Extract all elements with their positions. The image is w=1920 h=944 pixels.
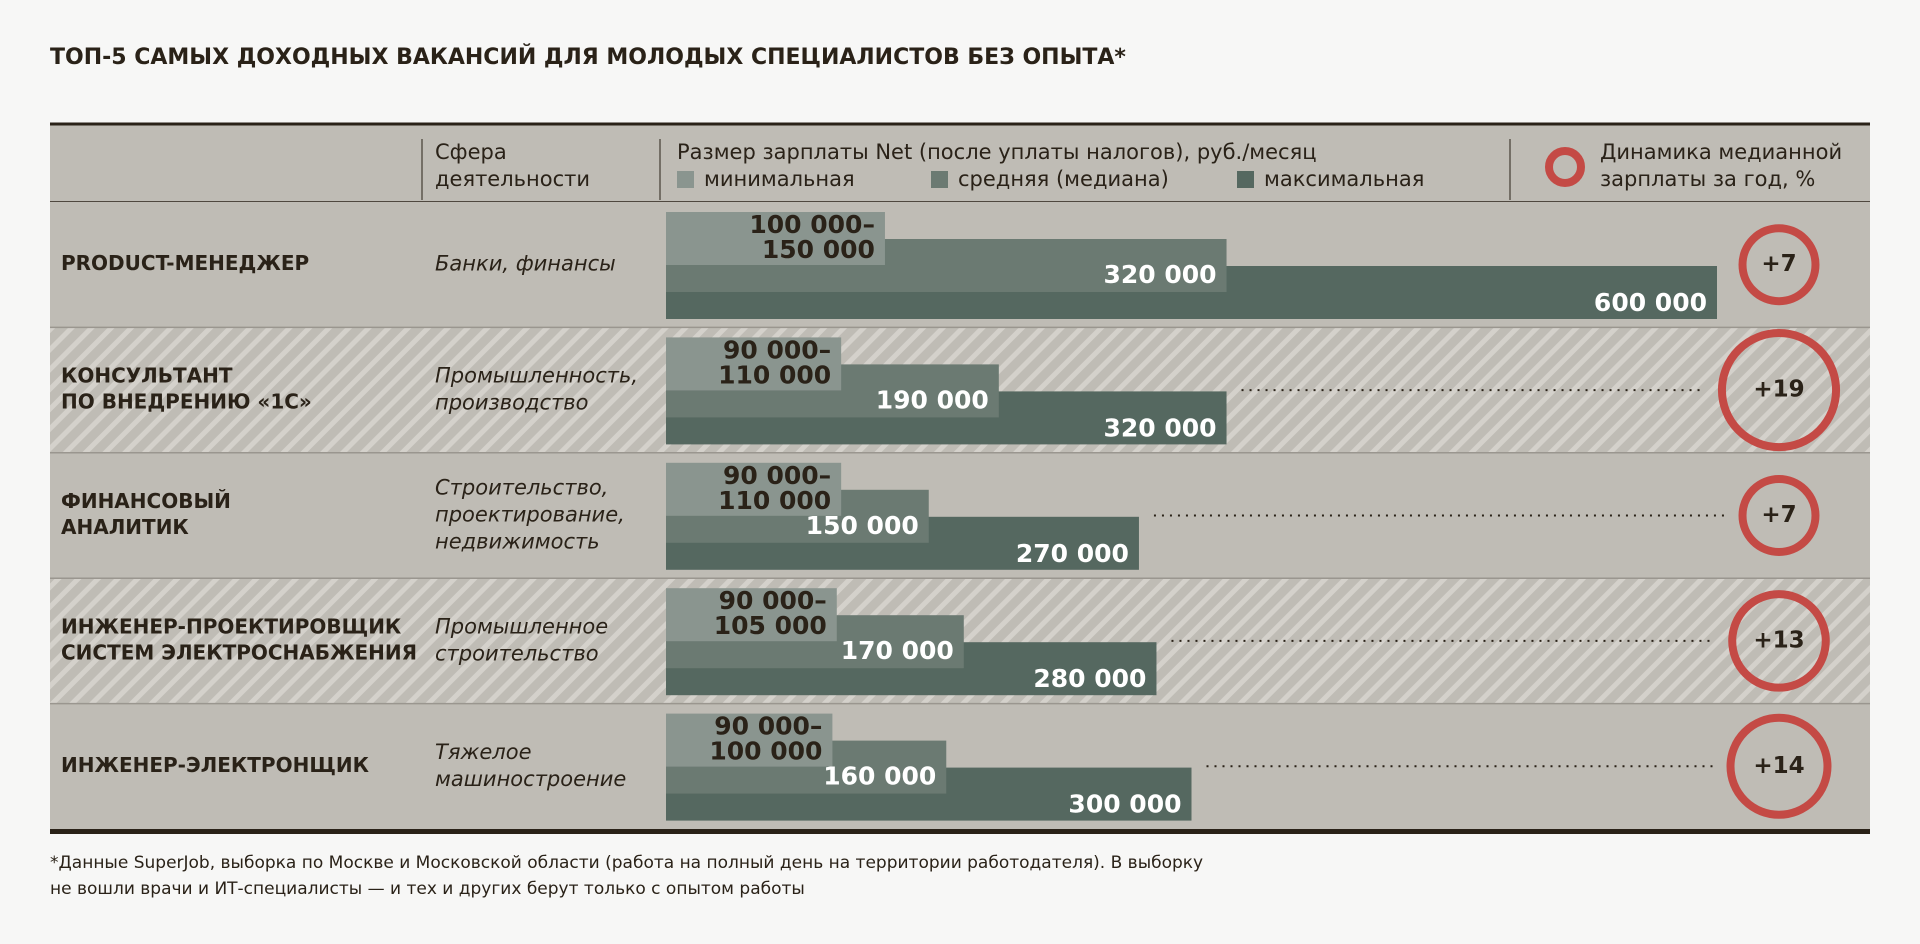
legend-min: минимальная xyxy=(704,167,855,191)
footnote: *Данные SuperJob, выборка по Москве и Мо… xyxy=(50,853,1203,873)
job-title: ИНЖЕНЕР-ПРОЕКТИРОВЩИК xyxy=(61,614,402,638)
sphere: строительство xyxy=(435,641,599,665)
sphere: машиностроение xyxy=(435,767,626,791)
label-max: 300 000 xyxy=(1068,790,1181,819)
job-title: АНАЛИТИК xyxy=(61,515,189,539)
change-circle xyxy=(1738,224,1820,306)
legend-swatch-min xyxy=(677,171,694,188)
job-title: ИНЖЕНЕР-ЭЛЕКТРОНЩИК xyxy=(61,753,370,777)
sphere: Промышленное xyxy=(435,614,608,638)
title: ТОП-5 САМЫХ ДОХОДНЫХ ВАКАНСИЙ ДЛЯ МОЛОДЫ… xyxy=(50,44,1126,70)
label-median: 150 000 xyxy=(806,511,919,540)
header-bg xyxy=(50,124,1870,202)
change-label: +7 xyxy=(1761,251,1796,277)
label-min: 100 000– xyxy=(749,210,875,239)
bar-min xyxy=(666,462,842,516)
label-median: 160 000 xyxy=(823,762,936,791)
job-title: КОНСУЛЬТАНТ xyxy=(61,364,233,388)
footnote: не вошли врачи и ИТ-специалисты — и тех … xyxy=(50,879,805,899)
label-min: 90 000– xyxy=(723,335,831,364)
job-title: СИСТЕМ ЭЛЕКТРОСНАБЖЕНИЯ xyxy=(61,640,417,664)
sphere: Тяжелое xyxy=(435,740,532,764)
change-label: +19 xyxy=(1753,377,1804,403)
bar-min xyxy=(666,212,885,265)
job-title: ФИНАНСОВЫЙ xyxy=(61,489,231,513)
label-min: 90 000– xyxy=(723,461,831,490)
label-median: 190 000 xyxy=(876,385,989,414)
change-label: +13 xyxy=(1753,627,1804,653)
bar-min xyxy=(666,337,842,391)
label-min: 90 000– xyxy=(719,586,827,615)
label-min: 150 000 xyxy=(762,235,875,264)
label-median: 170 000 xyxy=(841,636,954,665)
label-min: 110 000 xyxy=(718,486,831,515)
sphere: проектирование, xyxy=(435,503,625,527)
legend-change-icon xyxy=(1545,147,1585,187)
header-change: зарплаты за год, % xyxy=(1600,167,1815,191)
bar-min xyxy=(666,588,837,642)
change-label: +14 xyxy=(1753,753,1804,779)
label-min: 90 000– xyxy=(714,712,822,741)
change-circle xyxy=(1726,713,1832,819)
bar-min xyxy=(666,713,833,767)
legend-swatch-max xyxy=(1237,171,1254,188)
change-circle xyxy=(1738,475,1820,556)
header-salary: Размер зарплаты Net (после уплаты налого… xyxy=(677,140,1317,164)
label-min: 110 000 xyxy=(718,360,831,389)
legend-swatch-median xyxy=(931,171,948,188)
header-sphere: деятельности xyxy=(435,167,590,191)
label-max: 600 000 xyxy=(1594,288,1707,317)
sphere: Банки, финансы xyxy=(435,252,616,276)
sphere: Промышленность, xyxy=(435,364,638,388)
header-sphere: Сфера xyxy=(435,140,507,164)
header-change: Динамика медианной xyxy=(1600,140,1842,164)
label-median: 320 000 xyxy=(1103,260,1216,289)
legend-max: максимальная xyxy=(1264,167,1424,191)
change-label: +7 xyxy=(1761,502,1796,528)
change-circle xyxy=(1728,590,1830,692)
legend-median: средняя (медиана) xyxy=(958,167,1169,191)
label-max: 320 000 xyxy=(1103,413,1216,442)
label-max: 280 000 xyxy=(1033,664,1146,693)
job-title: ПО ВНЕДРЕНИЮ «1С» xyxy=(61,390,312,414)
sphere: Строительство, xyxy=(435,476,608,500)
label-max: 270 000 xyxy=(1016,539,1129,568)
label-min: 100 000 xyxy=(709,737,822,766)
sphere: недвижимость xyxy=(435,530,600,554)
job-title: PRODUCT-МЕНЕДЖЕР xyxy=(61,251,309,275)
sphere: производство xyxy=(435,391,588,415)
change-circle xyxy=(1717,329,1841,452)
bottom-rule xyxy=(50,829,1870,834)
label-min: 105 000 xyxy=(714,611,827,640)
